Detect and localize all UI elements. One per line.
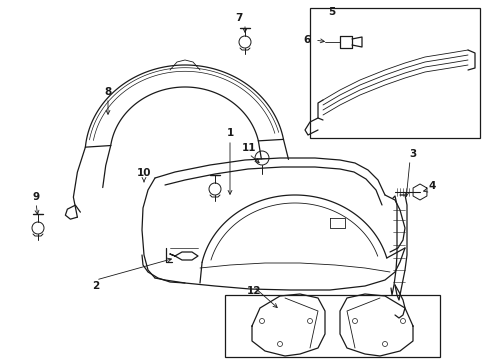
Text: 11: 11: [241, 143, 256, 153]
Text: 9: 9: [32, 192, 40, 202]
Text: 2: 2: [92, 281, 100, 291]
Text: 7: 7: [235, 13, 242, 23]
Text: 3: 3: [408, 149, 416, 159]
Text: 8: 8: [104, 87, 111, 97]
Text: 12: 12: [246, 286, 261, 296]
Text: 10: 10: [137, 168, 151, 178]
Text: 4: 4: [427, 181, 435, 191]
Text: 5: 5: [328, 7, 335, 17]
Bar: [309, 8, 479, 138]
Text: 6: 6: [303, 35, 310, 45]
Text: 1: 1: [226, 128, 233, 138]
Bar: [224, 295, 439, 357]
